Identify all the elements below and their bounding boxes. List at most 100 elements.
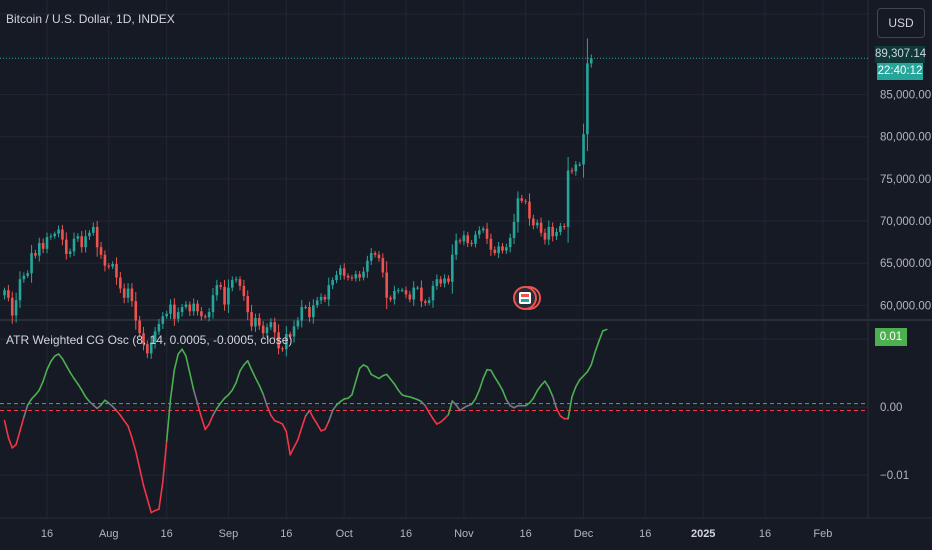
candle-body	[574, 164, 578, 172]
oscillator-segment	[235, 370, 241, 384]
oscillator-segment	[285, 430, 291, 456]
candle-body	[520, 198, 524, 201]
oscillator-segment	[250, 368, 257, 379]
oscillator-segment	[598, 330, 604, 342]
candle-body	[551, 226, 554, 237]
oscillator-segment	[351, 380, 357, 396]
oscillator-segment	[192, 389, 199, 405]
oscillator-segment	[69, 371, 75, 380]
candle-body	[420, 287, 423, 302]
candle-body	[45, 237, 49, 249]
oscillator-segment	[138, 467, 145, 487]
oscillator-segment	[80, 389, 87, 398]
candle-body	[512, 221, 516, 238]
candle-body	[586, 63, 589, 135]
oscillator-segment	[575, 379, 581, 388]
candle-body	[238, 279, 242, 286]
candle-body	[22, 275, 26, 280]
oscillator-segment	[316, 423, 322, 432]
oscillator-segment	[393, 383, 400, 391]
candle-body	[308, 307, 311, 318]
candle-body	[447, 278, 450, 282]
candle-body	[559, 226, 562, 233]
candle-body	[412, 287, 415, 300]
candle-body	[288, 334, 292, 337]
candle-body	[292, 326, 296, 337]
candle-body	[346, 275, 350, 278]
candle-body	[481, 228, 485, 231]
oscillator-segment	[571, 385, 577, 398]
oscillator-segment	[594, 340, 600, 353]
oscillator-segment	[219, 397, 226, 404]
candle-body	[269, 322, 273, 328]
oscillator-segment	[455, 404, 461, 412]
oscillator-segment	[358, 364, 365, 370]
candle-body	[246, 296, 250, 313]
oscillator-segment	[165, 398, 172, 442]
candle-body	[34, 253, 37, 256]
candle-body	[478, 230, 481, 235]
candle-body	[30, 253, 33, 274]
candle-body	[211, 295, 215, 313]
oscillator-segment	[92, 404, 98, 410]
oscillator-segment	[115, 409, 122, 417]
oscillator-segment	[134, 450, 141, 470]
oscillator-segment	[312, 417, 319, 425]
oscillator-segment	[451, 400, 457, 406]
candle-body	[451, 254, 454, 282]
oscillator-segment	[173, 353, 180, 371]
time-tick-label: 16	[520, 528, 532, 540]
candle-body	[493, 249, 497, 254]
time-tick-label: 16	[639, 528, 651, 540]
candle-body	[99, 247, 103, 255]
oscillator-segment	[281, 423, 288, 433]
candle-body	[366, 260, 369, 272]
oscillator-segment	[567, 396, 573, 420]
oscillator-segment	[142, 484, 149, 500]
candle-body	[319, 296, 323, 301]
candle-body	[427, 300, 431, 303]
candle-body	[454, 240, 458, 255]
time-tick-label: 16	[759, 528, 771, 540]
candle-body	[219, 285, 222, 287]
candle-body	[323, 296, 327, 300]
time-tick-label: Dec	[574, 528, 594, 540]
oscillator-segment	[223, 394, 230, 400]
candle-body	[300, 307, 304, 321]
candle-body	[134, 301, 138, 321]
oscillator-segment	[96, 404, 102, 410]
oscillator-segment	[582, 370, 589, 377]
candle-body	[369, 253, 373, 261]
oscillator-segment	[432, 417, 438, 425]
oscillator-segment	[335, 400, 342, 406]
oscillator-value-tag: 0.01	[875, 328, 907, 346]
oscillator-segment	[84, 396, 91, 403]
currency-button[interactable]: USD	[877, 8, 925, 38]
candle-body	[65, 239, 68, 254]
oscillator-segment	[586, 364, 593, 373]
oscillator-segment	[385, 373, 392, 380]
candle-body	[80, 236, 84, 248]
oscillator-segment	[439, 417, 446, 423]
oscillator-segment	[493, 376, 500, 385]
candle-body	[273, 322, 277, 333]
oscillator-segment	[189, 372, 195, 391]
price-tick-label: 70,000.00	[880, 216, 931, 228]
candle-body	[49, 236, 53, 238]
candle-body	[350, 277, 354, 279]
oscillator-segment	[111, 405, 118, 412]
price-tick-label: 65,000.00	[880, 258, 931, 270]
candle-body	[173, 304, 176, 319]
candle-body	[122, 288, 126, 298]
time-tick-label: 2025	[691, 528, 715, 540]
price-tick-label: 85,000.00	[880, 90, 931, 102]
candle-body	[3, 290, 6, 296]
osc-tick-label: 0.00	[880, 402, 902, 414]
candle-body	[57, 229, 60, 234]
oscillator-segment	[308, 409, 315, 419]
oscillator-segment	[420, 400, 427, 407]
oscillator-segment	[11, 443, 17, 449]
candle-body	[385, 272, 388, 298]
oscillator-segment	[77, 383, 83, 391]
